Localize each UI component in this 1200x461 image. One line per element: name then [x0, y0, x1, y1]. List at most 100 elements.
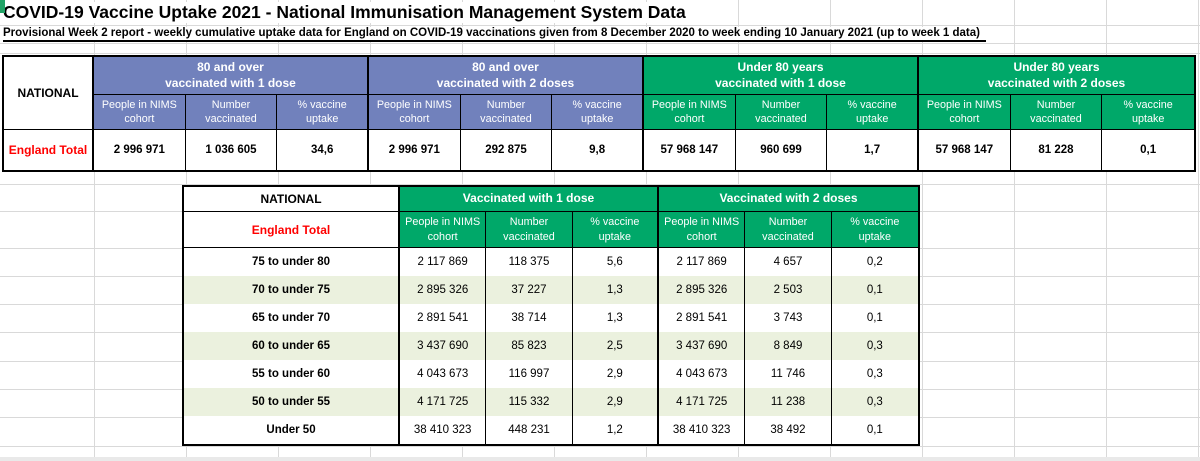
value-cell[interactable]: 1,3 — [573, 304, 659, 332]
age-band-label[interactable]: Under 50 — [184, 416, 400, 444]
subheader-cell[interactable]: People in NIMS cohort — [643, 95, 736, 130]
value-cell[interactable]: 0,1 — [866, 312, 883, 324]
value-cell[interactable]: 38 410 323 — [659, 416, 746, 444]
national-corner-cell[interactable]: NATIONAL — [184, 187, 400, 212]
age-breakdown-table: NATIONAL Vaccinated with 1 dose Vaccinat… — [182, 185, 920, 446]
value-cell[interactable]: 0,1 — [831, 276, 918, 304]
value-cell[interactable]: 2 117 869 — [659, 248, 746, 276]
value-cell[interactable]: 38 714 — [486, 304, 573, 332]
group-header-under80-1dose[interactable]: Under 80 years vaccinated with 1 dose — [643, 57, 919, 95]
subheader-cell[interactable]: People in NIMS cohort — [659, 212, 746, 248]
value-cell[interactable]: 0,3 — [831, 388, 918, 416]
group-header-80over-1dose[interactable]: 80 and over vaccinated with 1 dose — [94, 57, 369, 95]
value-cell[interactable]: 292 875 — [461, 130, 553, 170]
value-cell[interactable]: 11 238 — [745, 388, 832, 416]
value-cell[interactable]: 2 895 326 — [659, 276, 746, 304]
gridline — [0, 446, 1200, 447]
value-cell[interactable]: 960 699 — [736, 130, 828, 170]
value-cell[interactable]: 8 849 — [745, 332, 832, 360]
value-cell[interactable]: 2 996 971 — [94, 130, 186, 170]
value-cell[interactable]: 0,3 — [866, 368, 883, 380]
value-cell[interactable]: 1,3 — [572, 276, 659, 304]
value-cell[interactable]: 38 492 — [745, 416, 832, 444]
sheet-title[interactable]: COVID-19 Vaccine Uptake 2021 - National … — [3, 2, 694, 23]
value-cell[interactable]: 57 968 147 — [644, 130, 736, 170]
value-cell[interactable]: 34,6 — [277, 130, 369, 170]
age-band-label[interactable]: 65 to under 70 — [184, 304, 400, 332]
value-cell[interactable]: 38 410 323 — [400, 416, 487, 444]
value-cell[interactable]: 85 823 — [486, 332, 573, 360]
subheader-cell[interactable]: % vaccine uptake — [1102, 95, 1194, 130]
subheader-cell[interactable]: Number vaccinated — [1010, 95, 1103, 130]
subheader-cell[interactable]: Number vaccinated — [460, 95, 553, 130]
value-cell[interactable]: 2 895 326 — [400, 276, 487, 304]
value-cell[interactable]: 37 227 — [486, 276, 573, 304]
gridline — [922, 0, 923, 457]
england-total-label[interactable]: England Total — [184, 212, 400, 248]
value-cell[interactable]: 4 043 673 — [400, 360, 487, 388]
group-header-1dose[interactable]: Vaccinated with 1 dose — [400, 187, 659, 212]
value-cell[interactable]: 3 437 690 — [400, 332, 487, 360]
subheader-cell[interactable]: % vaccine uptake — [831, 212, 918, 248]
value-cell[interactable]: 0,1 — [866, 424, 883, 436]
subheader-cell[interactable]: Number vaccinated — [735, 95, 828, 130]
value-cell[interactable]: 5,6 — [573, 248, 659, 276]
gridline — [1106, 0, 1107, 457]
value-cell[interactable]: 11 746 — [745, 360, 832, 388]
value-cell[interactable]: 0,2 — [866, 256, 883, 268]
value-cell[interactable]: 3 743 — [745, 304, 832, 332]
subheader-cell[interactable]: People in NIMS cohort — [918, 95, 1011, 130]
age-band-label[interactable]: 60 to under 65 — [184, 332, 400, 360]
age-band-label[interactable]: 75 to under 80 — [184, 248, 400, 276]
value-cell[interactable]: 118 375 — [486, 248, 573, 276]
value-cell[interactable]: 57 968 147 — [919, 130, 1011, 170]
value-cell[interactable]: 448 231 — [486, 416, 573, 444]
value-cell[interactable]: 2 891 541 — [659, 304, 746, 332]
national-corner-cell[interactable]: NATIONAL — [4, 57, 94, 130]
subheader-cell[interactable]: People in NIMS cohort — [94, 95, 186, 130]
sheet-subtitle[interactable]: Provisional Week 2 report - weekly cumul… — [3, 27, 986, 42]
gridline — [94, 0, 95, 457]
gridline — [0, 43, 1200, 44]
value-cell[interactable]: 2 996 971 — [369, 130, 461, 170]
value-cell[interactable]: 0,1 — [1140, 144, 1157, 156]
value-cell[interactable]: 1,2 — [573, 416, 659, 444]
subheader-cell[interactable]: % vaccine uptake — [277, 95, 369, 130]
value-cell[interactable]: 3 437 690 — [659, 332, 746, 360]
national-summary-table: NATIONAL 80 and over vaccinated with 1 d… — [2, 55, 1196, 172]
value-cell[interactable]: 2 503 — [745, 276, 832, 304]
group-header-under80-2doses[interactable]: Under 80 years vaccinated with 2 doses — [918, 57, 1194, 95]
age-band-label[interactable]: 70 to under 75 — [184, 276, 400, 304]
value-cell[interactable]: 4 657 — [745, 248, 832, 276]
england-total-label[interactable]: England Total — [4, 130, 94, 170]
subheader-cell[interactable]: % vaccine uptake — [552, 95, 644, 130]
value-cell[interactable]: 2,9 — [573, 360, 659, 388]
value-cell[interactable]: 4 171 725 — [400, 388, 487, 416]
value-cell[interactable]: 4 043 673 — [659, 360, 746, 388]
gridline — [1198, 0, 1199, 457]
value-cell[interactable]: 1,7 — [827, 130, 919, 170]
value-cell[interactable]: 2 117 869 — [400, 248, 487, 276]
value-cell[interactable]: 116 997 — [486, 360, 573, 388]
value-cell[interactable]: 0,3 — [831, 332, 918, 360]
value-cell[interactable]: 2,9 — [572, 388, 659, 416]
value-cell[interactable]: 81 228 — [1011, 130, 1103, 170]
subheader-cell[interactable]: % vaccine uptake — [827, 95, 919, 130]
group-header-80over-2doses[interactable]: 80 and over vaccinated with 2 doses — [368, 57, 644, 95]
group-header-2doses[interactable]: Vaccinated with 2 doses — [659, 187, 918, 212]
subheader-cell[interactable]: Number vaccinated — [745, 212, 832, 248]
subheader-cell[interactable]: People in NIMS cohort — [368, 95, 461, 130]
subheader-cell[interactable]: People in NIMS cohort — [400, 212, 487, 248]
age-band-label[interactable]: 55 to under 60 — [184, 360, 400, 388]
value-cell[interactable]: 1 036 605 — [186, 130, 278, 170]
value-cell[interactable]: 4 171 725 — [659, 388, 746, 416]
value-cell[interactable]: 9,8 — [552, 130, 644, 170]
value-cell[interactable]: 115 332 — [486, 388, 573, 416]
age-band-label[interactable]: 50 to under 55 — [184, 388, 400, 416]
value-cell[interactable]: 2 891 541 — [400, 304, 487, 332]
gridline — [0, 25, 1200, 26]
subheader-cell[interactable]: % vaccine uptake — [572, 212, 659, 248]
subheader-cell[interactable]: Number vaccinated — [185, 95, 278, 130]
value-cell[interactable]: 2,5 — [572, 332, 659, 360]
subheader-cell[interactable]: Number vaccinated — [486, 212, 573, 248]
